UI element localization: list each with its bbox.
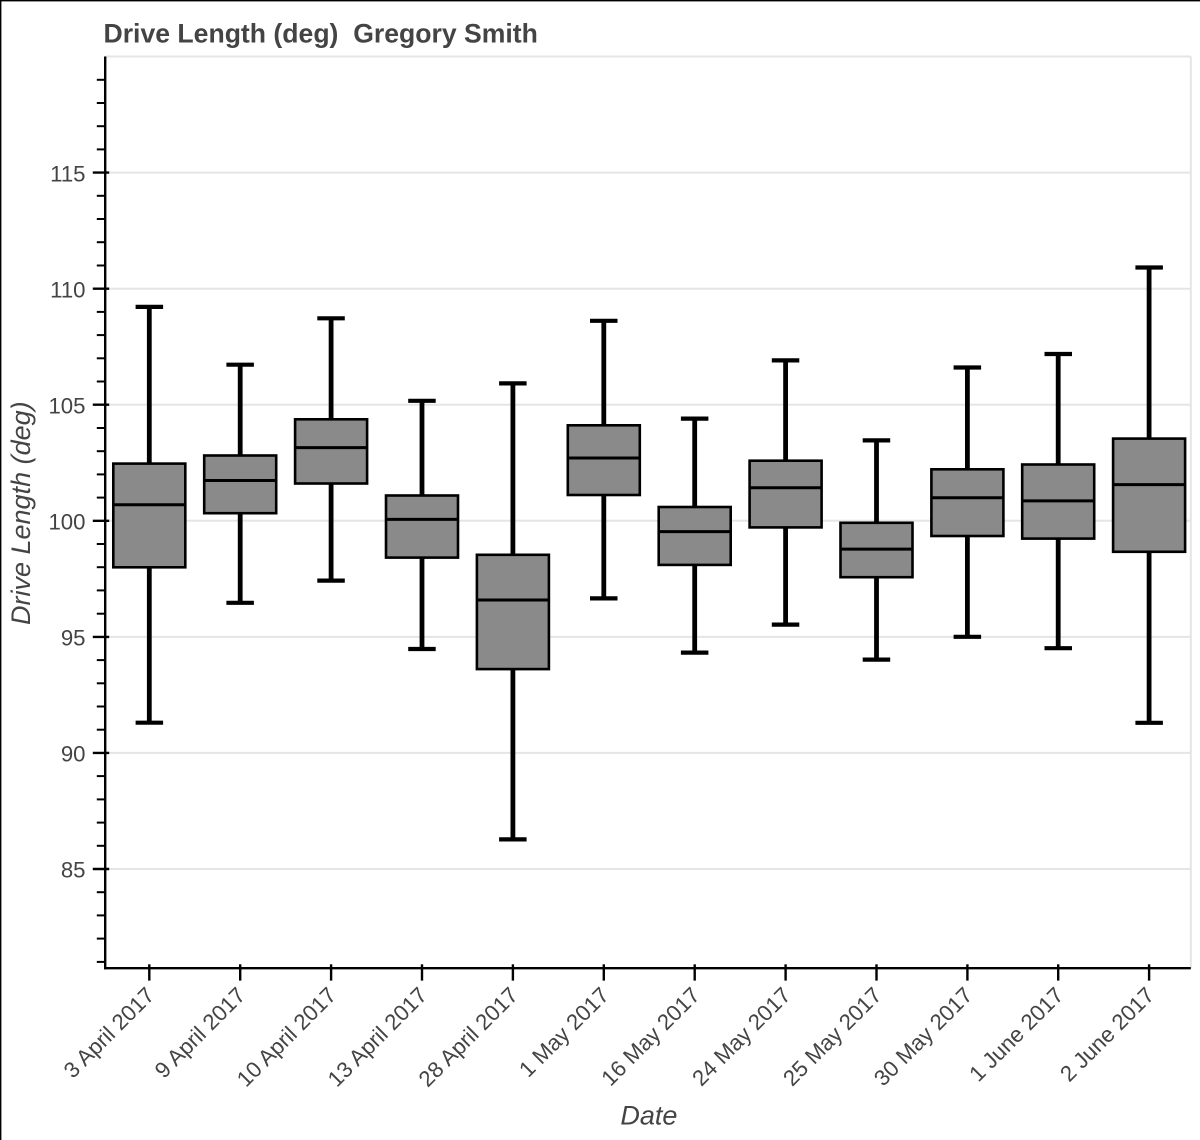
svg-text:95: 95	[61, 626, 86, 651]
svg-text:Drive Length (deg): Drive Length (deg)	[6, 401, 36, 625]
svg-text:Date: Date	[620, 1101, 677, 1131]
svg-text:100: 100	[48, 510, 85, 535]
svg-text:Drive Length (deg) Gregory Sm: Drive Length (deg) Gregory Smith	[104, 19, 538, 49]
svg-text:85: 85	[61, 858, 86, 883]
svg-text:110: 110	[50, 277, 85, 302]
svg-text:105: 105	[48, 393, 85, 418]
svg-text:115: 115	[50, 161, 85, 186]
svg-text:90: 90	[61, 742, 86, 767]
